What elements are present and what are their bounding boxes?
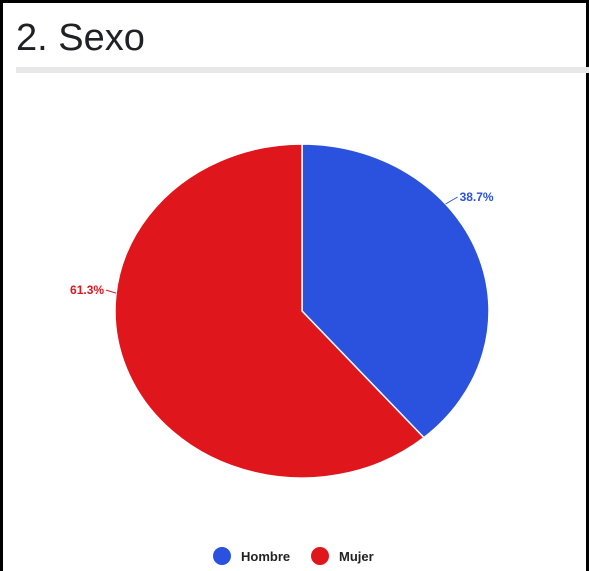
pie-slice-hombre	[301, 143, 490, 439]
chart-title: 2. Sexo	[16, 17, 145, 59]
title-divider	[16, 67, 589, 73]
pie-slice-mujer	[114, 143, 426, 479]
pie-slices	[114, 143, 490, 479]
legend-label-mujer: Mujer	[339, 549, 374, 564]
leader-line-mujer	[105, 289, 117, 294]
leader-line-hombre	[445, 196, 458, 205]
slice-labels: 38.7% 61.3%	[70, 190, 494, 297]
legend: Hombre Mujer	[213, 547, 374, 565]
legend-label-hombre: Hombre	[241, 549, 290, 564]
legend-marker-mujer	[311, 547, 329, 565]
slice-label-mujer: 61.3%	[70, 283, 104, 297]
slice-label-hombre: 38.7%	[460, 190, 494, 204]
legend-marker-hombre	[213, 547, 231, 565]
